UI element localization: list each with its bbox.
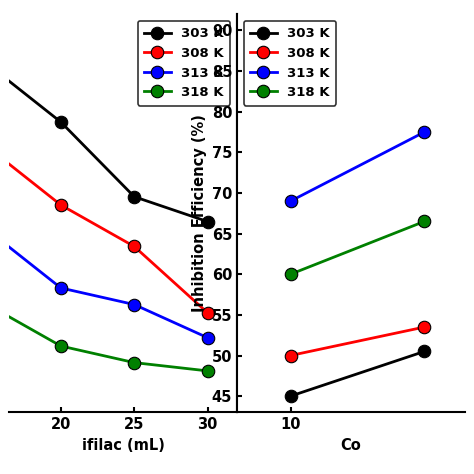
X-axis label: Co: Co [340, 438, 361, 453]
X-axis label: ifilac (mL): ifilac (mL) [82, 438, 164, 453]
Y-axis label: Inhibition Efficiency (%): Inhibition Efficiency (%) [192, 114, 208, 312]
Legend: 303 K, 308 K, 313 K, 318 K: 303 K, 308 K, 313 K, 318 K [137, 21, 230, 106]
Legend: 303 K, 308 K, 313 K, 318 K: 303 K, 308 K, 313 K, 318 K [244, 21, 337, 106]
